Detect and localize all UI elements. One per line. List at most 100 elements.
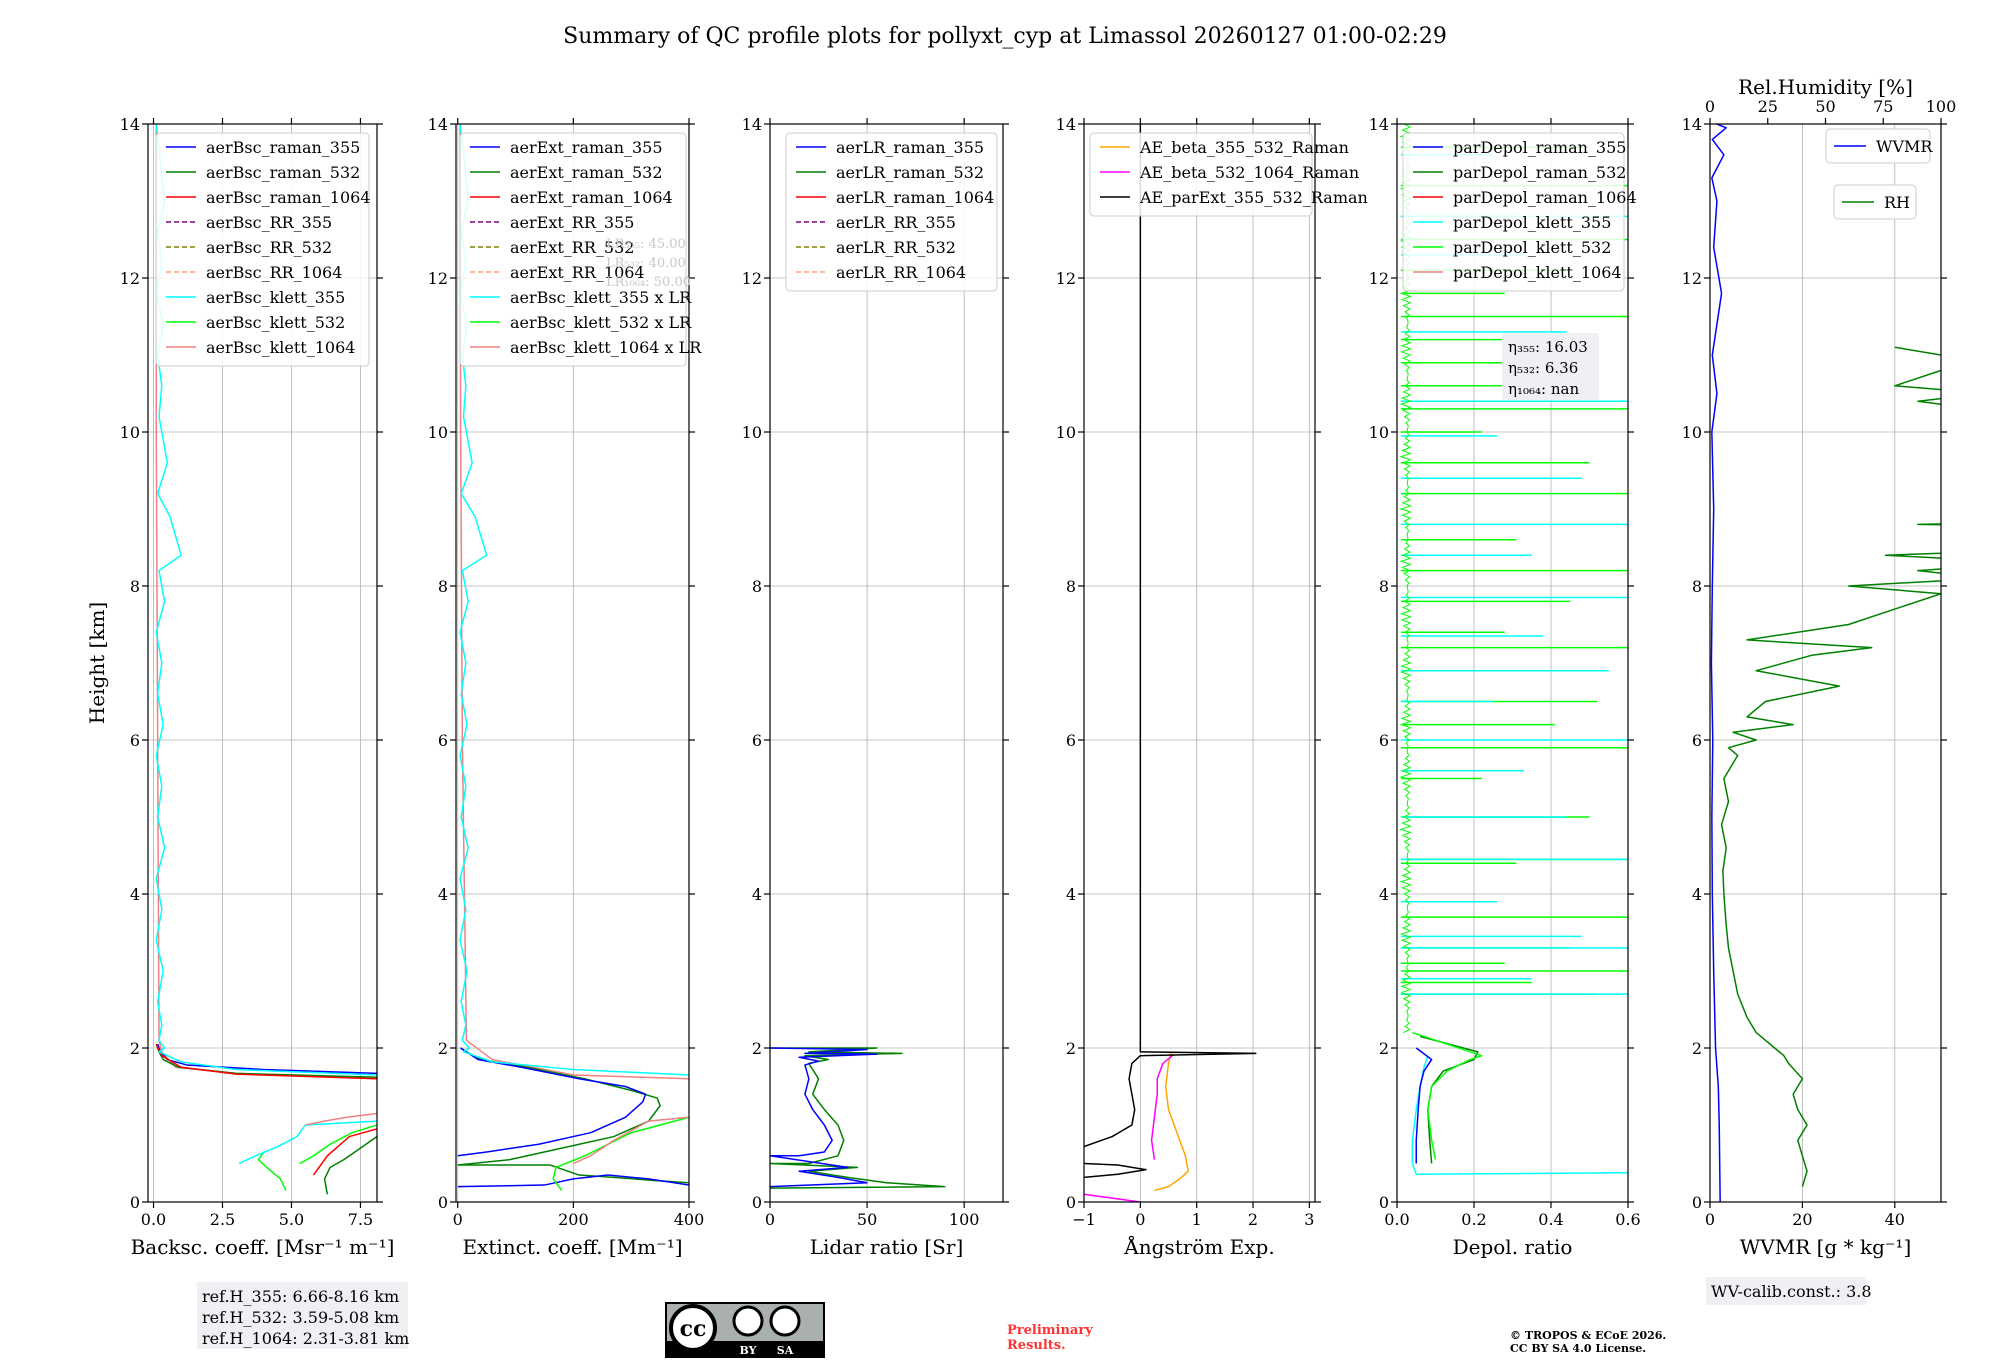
legend-box — [785, 132, 998, 292]
series-aerbsc-klett-1064-x-lr-low — [573, 1116, 689, 1165]
x-tick-label: 7.5 — [348, 1210, 373, 1229]
x-axis-label: WVMR [g * kg⁻¹] — [1740, 1235, 1912, 1259]
series-ae-beta-532-1064-raman-low — [1084, 1193, 1141, 1202]
legend-label: aerBsc_klett_1064 x LR — [510, 338, 702, 357]
series-ae-parext-355-532-raman — [1084, 124, 1257, 1148]
y-tick-label: 14 — [428, 115, 448, 134]
legend-box — [1402, 132, 1625, 292]
y-tick-label: 14 — [1682, 115, 1702, 134]
legend-label: WVMR — [1876, 137, 1933, 156]
x-tick-label: 40 — [1885, 1210, 1905, 1229]
faded-lr-text: LR₁₀₆₄: 50.00 — [606, 275, 691, 290]
y-tick-label: 6 — [1379, 731, 1389, 750]
series-aerbsc-klett-355-low — [238, 1120, 377, 1165]
eta-text: η₅₃₂: 6.36 — [1508, 359, 1578, 377]
series-ae-beta-532-1064-raman — [1150, 1053, 1175, 1160]
x-tick-label: 0.4 — [1538, 1210, 1563, 1229]
legend-label: aerLR_RR_355 — [836, 213, 956, 232]
top-x-tick-label: 50 — [1815, 97, 1835, 116]
x-tick-label: −1 — [1072, 1210, 1096, 1229]
series-pardepol-raman-355 — [1415, 1047, 1433, 1164]
legend-label: aerLR_RR_532 — [836, 238, 956, 257]
series-aerext-raman-532 — [457, 1047, 661, 1166]
x-tick-label: 0.6 — [1615, 1210, 1640, 1229]
plot-area — [1710, 124, 1941, 1202]
y-tick-label: 4 — [1692, 885, 1702, 904]
y-tick-label: 10 — [1056, 423, 1076, 442]
legend-label: AE_beta_355_532_Raman — [1139, 138, 1349, 157]
y-tick-label: 4 — [438, 885, 448, 904]
axes-frame — [455, 123, 690, 1203]
eta-text: η₁₀₆₄: nan — [1508, 380, 1579, 398]
eta-text: η₃₅₅: 16.03 — [1508, 338, 1588, 356]
legend-label: aerBsc_klett_355 — [206, 288, 345, 307]
y-tick-label: 4 — [1379, 885, 1389, 904]
y-tick-label: 8 — [752, 577, 762, 596]
legend-label: aerBsc_klett_532 — [206, 313, 345, 332]
y-tick-label: 6 — [1066, 731, 1076, 750]
x-tick-label: 50 — [857, 1210, 877, 1229]
legend-label: aerBsc_klett_532 x LR — [510, 313, 692, 332]
legend-label: aerExt_raman_1064 — [510, 188, 673, 207]
y-tick-label: 12 — [1369, 269, 1389, 288]
y-tick-label: 14 — [742, 115, 762, 134]
legend-label: AE_parExt_355_532_Raman — [1139, 188, 1368, 207]
series-pardepol-klett-355-low — [1411, 1055, 1628, 1176]
top-x-tick-label: 0 — [1705, 97, 1715, 116]
series-aerbsc-raman-532-low — [323, 1135, 377, 1195]
legend-box — [155, 132, 370, 367]
y-tick-label: 12 — [1682, 269, 1702, 288]
y-tick-label: 10 — [120, 423, 140, 442]
legend-label: aerBsc_raman_1064 — [206, 188, 371, 207]
panel-1: 0.0 2.5 5.0 7.5 0 2 4 6 8 10 12 14 Backsc. coeff. [M… — [85, 115, 409, 1349]
panel-3: 0 50 100 0 2 4 6 8 10 12 14 Lidar ratio [Sr] aerLR_r… — [742, 115, 1009, 1259]
series-aerext-raman-355 — [457, 1047, 647, 1157]
series-aerbsc-klett-532-x-lr-low — [552, 1116, 689, 1191]
x-tick-label: 0 — [1705, 1210, 1715, 1229]
series-pardepol-raman-532 — [1419, 1035, 1479, 1164]
legend-label: aerBsc_klett_355 x LR — [510, 288, 692, 307]
series-pardepol-klett-532-low — [1412, 1031, 1483, 1160]
y-tick-label: 2 — [130, 1039, 140, 1058]
y-tick-label: 0 — [1692, 1193, 1702, 1212]
y-tick-label: 0 — [438, 1193, 448, 1212]
series-aerbsc-klett-1064-x-lr — [459, 124, 689, 1080]
y-tick-label: 6 — [130, 731, 140, 750]
x-tick-label: 0.0 — [141, 1210, 166, 1229]
legend-label: aerLR_RR_1064 — [836, 263, 966, 282]
series-ae-beta-355-532-raman — [1154, 1051, 1189, 1192]
y-tick-label: 0 — [1066, 1193, 1076, 1212]
series-rh — [1720, 346, 1941, 1187]
series-aerlr-raman-532 — [770, 1047, 946, 1189]
legend-label: aerLR_raman_355 — [836, 138, 984, 157]
y-tick-label: 6 — [1692, 731, 1702, 750]
faded-lr-text: LR₃₅₅: 45.00 — [606, 237, 686, 252]
y-tick-label: 2 — [1692, 1039, 1702, 1058]
y-tick-label: 14 — [1056, 115, 1076, 134]
legend-label: parDepol_raman_1064 — [1453, 188, 1637, 207]
series-aerbsc-klett-532-low — [257, 1151, 287, 1191]
preliminary-text-line1: Preliminary — [1007, 1323, 1093, 1338]
x-tick-label: 0.2 — [1461, 1210, 1486, 1229]
preliminary-text-line2: Results. — [1007, 1338, 1066, 1353]
y-tick-label: 2 — [1066, 1039, 1076, 1058]
y-tick-label: 12 — [428, 269, 448, 288]
x-tick-label: 2.5 — [210, 1210, 235, 1229]
x-tick-label: 20 — [1792, 1210, 1812, 1229]
legend-label: parDepol_klett_355 — [1453, 213, 1611, 232]
x-tick-label: 2 — [1248, 1210, 1258, 1229]
legend-label: aerBsc_raman_355 — [206, 138, 360, 157]
series-aerext-raman-355-low — [457, 1174, 689, 1188]
y-tick-label: 8 — [130, 577, 140, 596]
y-tick-label: 10 — [1369, 423, 1389, 442]
legend-label: aerBsc_RR_1064 — [206, 263, 342, 282]
panel-5: 0.0 0.2 0.4 0.6 0 2 4 6 8 10 12 14 Depol. ratio parDe… — [1369, 115, 1641, 1259]
y-tick-label: 14 — [1369, 115, 1389, 134]
y-tick-label: 8 — [1066, 577, 1076, 596]
x-axis-label: Lidar ratio [Sr] — [810, 1235, 964, 1259]
series-wvmr — [1710, 124, 1727, 1202]
axes-frame — [1083, 123, 1316, 1203]
y-tick-label: 6 — [752, 731, 762, 750]
